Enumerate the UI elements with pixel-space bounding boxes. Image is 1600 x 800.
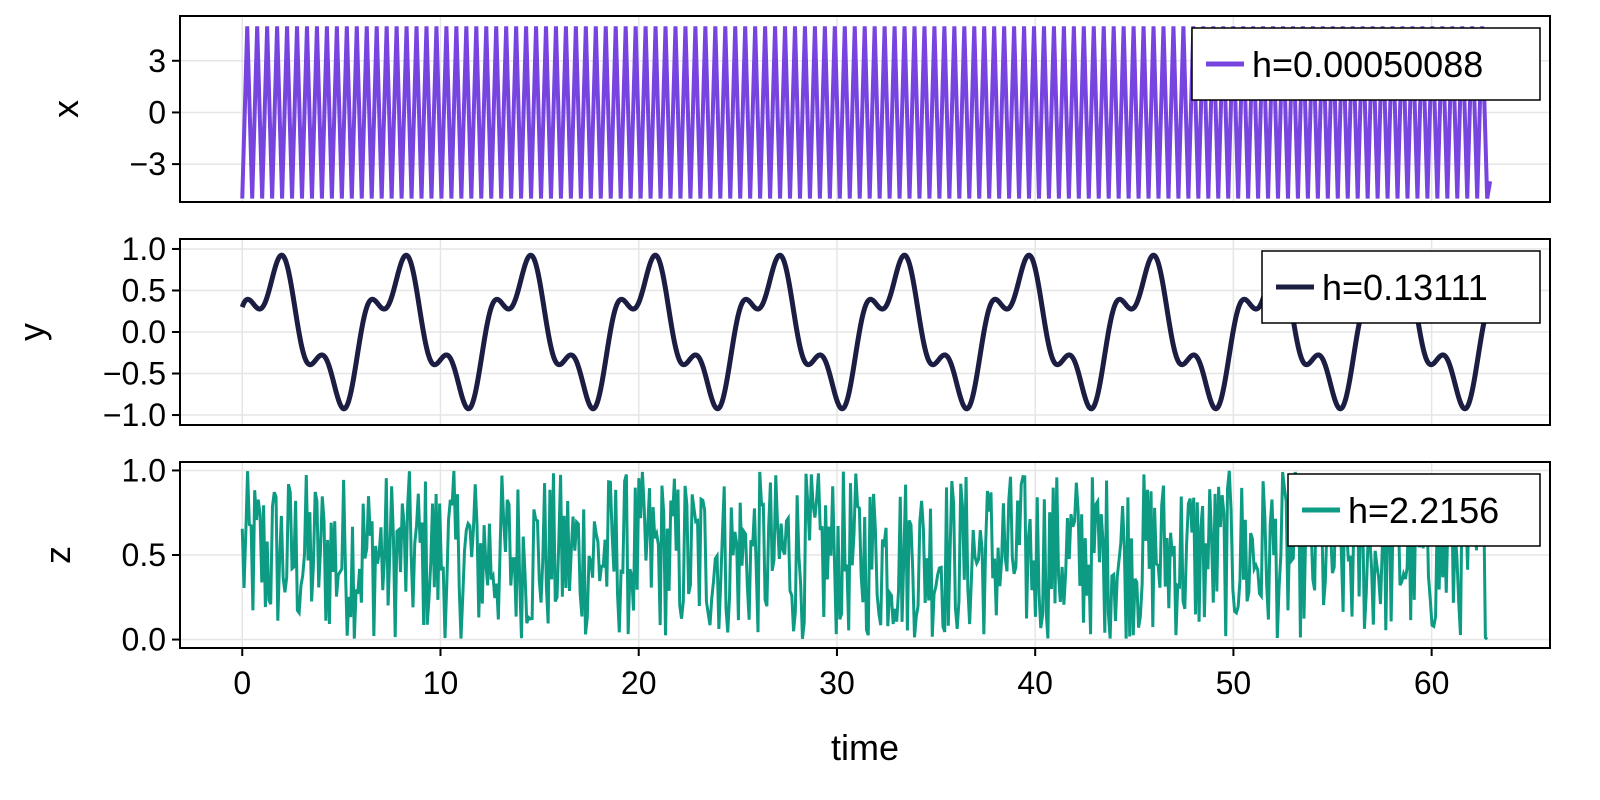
y-axis-label: y [11,323,52,341]
legend-label: h=0.00050088 [1252,44,1483,85]
x-tick-label: 50 [1216,665,1252,701]
x-tick-label: 10 [423,665,459,701]
panel-x: −3 0 3 x h=0.00050088 [45,15,1551,203]
legend-label: h=0.13111 [1322,267,1488,308]
y-tick-label: 0 [148,94,166,130]
y-tick-label: 1.0 [122,452,166,488]
x-axis-label: time [831,727,899,768]
y-tick-label: 1.0 [122,231,166,267]
legend-box [1191,27,1541,101]
x-tick-label: 0 [233,665,251,701]
x-tick-label: 30 [819,665,855,701]
legend-label: h=2.2156 [1348,490,1499,531]
x-tick-label: 60 [1414,665,1450,701]
y-axis-label: z [37,546,78,564]
y-tick-label: 0.0 [122,622,166,658]
x-tick-label: 20 [621,665,657,701]
y-axis-label: x [45,100,86,118]
x-tick-label: 40 [1017,665,1053,701]
y-tick-label: 0.0 [122,314,166,350]
y-tick-label: 0.5 [122,272,166,308]
series-line [240,470,1489,641]
axes-frame [179,15,1551,203]
y-tick-label: −1.0 [103,397,166,433]
y-tick-label: 0.5 [122,537,166,573]
panel-y: −1.0 −0.5 0.0 0.5 1.0 y h=0.13111 [11,231,1551,433]
y-tick-label: −0.5 [103,356,166,392]
panel-z: 0.0 0.5 1.0 0 10 20 30 40 50 60 z h=2.2156 [37,452,1551,701]
y-tick-label: 3 [148,43,166,79]
y-tick-label: −3 [130,146,166,182]
